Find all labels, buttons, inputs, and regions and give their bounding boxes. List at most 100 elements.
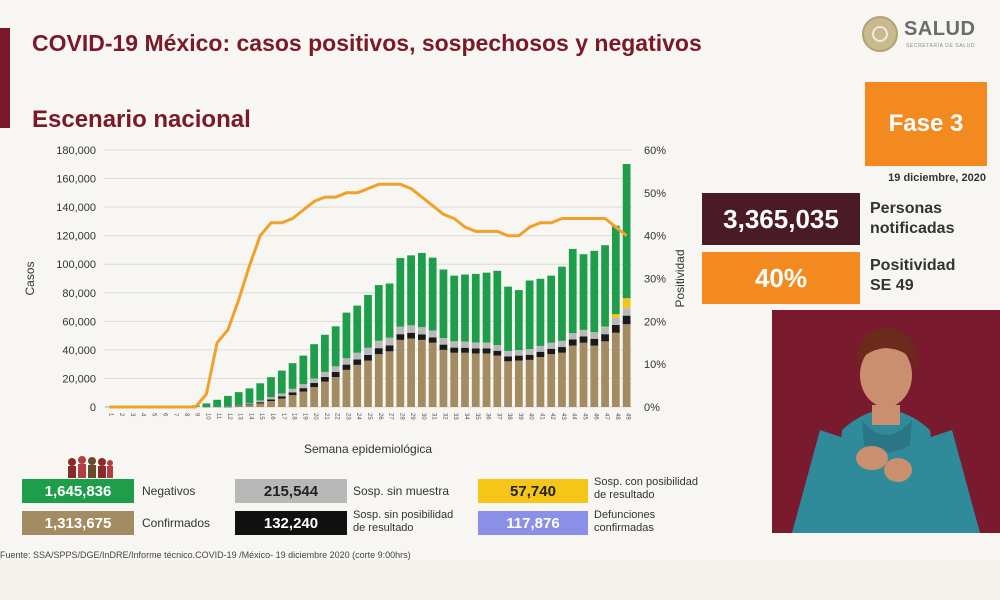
bar-sin_posibilidad [267,399,275,402]
bar-sin_muestra [536,345,545,352]
bar-negativos [461,274,469,342]
x-tick-label: 17 [280,413,286,420]
bar-sin_muestra [299,384,308,389]
bar-confirmados [234,406,243,407]
bar-negativos [417,252,426,328]
bar-confirmados [310,387,319,407]
chart-svg: 0 20,000 40,000 60,000 80,000 100,000 120,000 1… [23,145,687,456]
bar-sin_posibilidad [439,344,448,350]
bar-negativos [234,392,243,406]
x-tick-label: 12 [226,413,232,420]
bar-sin_muestra [514,350,523,356]
notified-label-1: Personas [870,200,943,217]
bar-negativos [601,245,609,327]
bar-confirmados [267,401,275,407]
bar-sin_posibilidad [310,383,319,388]
defunciones-value: 117,876 [478,511,588,535]
x-tick-label: 19 [301,413,307,420]
y2-tick-label: 60% [644,145,666,157]
bar-negativos [611,225,620,315]
y-tick-label: 40,000 [62,345,96,357]
bar-con_posibilidad [622,298,631,309]
x-tick-label: 28 [398,413,404,420]
bar-confirmados [525,359,534,407]
bar-confirmados [321,381,329,407]
bar-negativos [105,406,114,408]
bar-negativos [310,344,319,379]
y-tick-label: 0 [90,402,96,414]
bar-sin_muestra [461,341,469,348]
x-tick-label: 39 [517,413,523,420]
y2-tick-label: 10% [644,359,666,371]
bar-sin_posibilidad [579,336,588,343]
bar-negativos [321,334,329,372]
seal-icon [862,16,898,52]
bar-con_posibilidad [601,326,609,328]
bar-sin_posibilidad [622,315,631,325]
x-tick-label: 44 [571,413,577,420]
x-tick-label: 32 [441,413,447,420]
x-tick-label: 43 [560,413,566,420]
bar-sin_posibilidad [428,337,437,343]
x-tick-label: 9 [194,413,200,417]
bar-confirmados [504,361,512,407]
x-tick-label: 2 [118,413,124,417]
bar-sin_muestra [579,329,588,337]
con-posibilidad-label-2: de resultado [594,489,655,501]
y2-tick-label: 20% [644,316,666,328]
bar-sin_muestra [525,349,534,355]
y-tick-label: 180,000 [56,145,96,157]
y2-tick-label: 50% [644,188,666,200]
bar-sin_posibilidad [568,339,577,346]
bar-sin_muestra [482,342,491,349]
bar-sin_posibilidad [396,334,405,340]
bar-confirmados [364,360,372,407]
bar-confirmados [471,353,480,407]
y-tick-label: 60,000 [62,316,96,328]
bar-negativos [213,399,222,407]
logo-text: SALUD [904,18,976,40]
y2-tick-label: 30% [644,274,666,286]
bar-sin_muestra [331,366,340,373]
x-axis-label: Semana epidemiológica [304,442,432,456]
page-subtitle: Escenario nacional [32,106,251,133]
chart: 0 20,000 40,000 60,000 80,000 100,000 120,000 1… [0,135,700,465]
bar-sin_muestra [493,345,502,351]
x-tick-label: 21 [323,413,329,420]
bar-confirmados [547,354,556,407]
y-tick-label: 140,000 [56,202,96,214]
bar-confirmados [611,332,620,407]
bar-negativos [331,326,340,367]
bar-confirmados [428,342,437,407]
con-posibilidad-label-1: Sosp. con posibilidad [594,476,698,488]
bar-confirmados [396,339,405,407]
x-tick-label: 25 [366,413,372,420]
bar-confirmados [256,403,265,407]
sin-posibilidad-label-2: de resultado [353,522,414,534]
x-tick-label: 27 [388,413,394,420]
bar-sin_muestra [256,400,265,403]
bar-negativos [353,305,362,353]
x-tick-label: 8 [183,413,189,417]
bar-confirmados [353,364,362,407]
bar-negativos [277,370,286,394]
x-tick-label: 15 [258,413,264,420]
y-tick-label: 80,000 [62,288,96,300]
x-tick-label: 41 [538,413,544,420]
bar-confirmados [514,360,523,407]
sin-posibilidad-label-1: Sosp. sin posibilidad [353,509,454,521]
bar-sin_muestra [428,330,437,338]
x-tick-label: 34 [463,413,469,420]
x-tick-label: 20 [312,413,318,420]
bar-confirmados [342,369,351,407]
bar-negativos [558,266,566,341]
bar-confirmados [536,357,545,407]
bar-sin_muestra [213,406,222,408]
bar-negativos [364,294,372,348]
bar-confirmados [277,398,286,407]
bar-negativos [514,290,523,351]
logo-subtext: SECRETARÍA DE SALUD [906,43,976,49]
bar-confirmados [590,345,599,407]
defunciones-label-2: confirmadas [594,522,654,534]
bar-confirmados [579,342,588,407]
